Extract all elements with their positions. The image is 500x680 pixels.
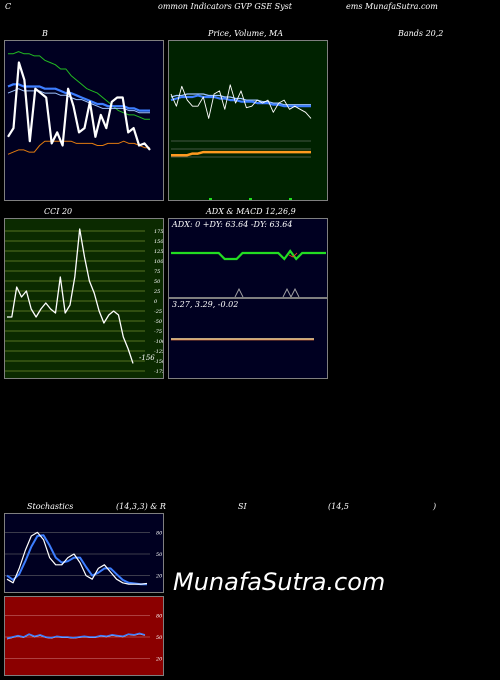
- rsi-tick-0: 80: [156, 613, 163, 619]
- cci-tick-2: 125: [154, 249, 164, 255]
- cci-tick-11: -100: [154, 339, 164, 345]
- stoch-label-b: (14,3,3) & R: [116, 502, 166, 511]
- cci-tick-4: 75: [154, 269, 160, 275]
- stoch-label-c: SI: [238, 502, 247, 511]
- bands-line-lower: [7, 140, 150, 155]
- cci-value-label: -156: [139, 354, 155, 362]
- bands-line-price: [7, 61, 151, 151]
- cci-tick-13: -150: [154, 359, 164, 365]
- cci-tick-1: 150: [154, 239, 164, 245]
- price-line-volume-ma: [171, 150, 311, 157]
- cci-tick-0: 175: [154, 229, 164, 235]
- cci-tick-9: -50: [154, 319, 163, 325]
- bands-line-mid-a: [7, 83, 150, 112]
- rsi-line: [6, 632, 146, 640]
- stoch-chart: 80 50 20: [5, 530, 163, 586]
- adx-line-hump-0: [234, 287, 244, 297]
- cci-series-group: [7, 228, 134, 364]
- volume-bar-0: [209, 198, 212, 200]
- price-label: Price, Volume, MA: [208, 29, 284, 38]
- cci-panel: 175 150 125 100 75 50 25 0 -25 -50 -75 -100 -125 -150…: [4, 218, 164, 379]
- stoch-tick-2: 20: [155, 574, 163, 580]
- stoch-tick-0: 80: [156, 530, 163, 536]
- bollinger-series-group: [7, 51, 151, 155]
- rsi-panel: 80 50 20: [4, 596, 164, 676]
- stoch-line-pct-K: [6, 531, 148, 585]
- bands-label-left: B: [42, 29, 48, 38]
- cci-line: [7, 228, 134, 364]
- adx-line-hump-2: [290, 287, 300, 297]
- watermark: MunafaSutra.com: [173, 568, 386, 596]
- cci-tick-8: -25: [154, 309, 162, 315]
- adx-panel: ADX: 0 +DY: 63.64 -DY: 63.64: [168, 218, 328, 298]
- stoch-panel: 80 50 20: [4, 513, 164, 593]
- price-series-group: [170, 84, 312, 200]
- bollinger-chart: [7, 51, 151, 155]
- volume-bar-2: [289, 198, 292, 200]
- macd-chart: [171, 338, 314, 341]
- rsi-series-group: [6, 632, 146, 640]
- rsi-chart: 80 50 20: [5, 613, 163, 663]
- price-chart: [170, 84, 312, 200]
- bollinger-panel: [4, 40, 164, 201]
- cci-grid: 175 150 125 100 75 50 25 0 -25 -50 -75 -100 -125 -150…: [5, 229, 164, 375]
- adx-series-group: [171, 249, 326, 297]
- cci-tick-5: 50: [154, 279, 161, 285]
- header-left: C: [5, 2, 12, 11]
- price-line-price: [170, 84, 312, 119]
- price-panel: [168, 40, 328, 201]
- price-line-ma-upper: [170, 93, 311, 106]
- stoch-tick-1: 50: [156, 552, 163, 558]
- header-right: ems MunafaSutra.com: [346, 2, 438, 11]
- stoch-label-e: ): [433, 502, 437, 511]
- cci-tick-10: -75: [154, 329, 162, 335]
- cci-chart: 175 150 125 100 75 50 25 0 -25 -50 -75 -100 -125 -150…: [5, 228, 164, 375]
- stoch-label-d: (14,5: [328, 502, 349, 511]
- adx-line-dy: [171, 249, 326, 261]
- cci-tick-7: 0: [154, 299, 158, 305]
- rsi-tick-1: 50: [156, 635, 163, 641]
- cci-tick-3: 100: [154, 259, 164, 265]
- bands-label-right: Bands 20,2: [398, 29, 444, 38]
- cci-label: CCI 20: [44, 207, 73, 216]
- bands-line-mid-b: [7, 88, 150, 114]
- adx-line-hump-1: [282, 287, 292, 297]
- rsi-grid: 80 50 20: [5, 613, 163, 663]
- cci-tick-6: 25: [153, 289, 160, 295]
- stoch-series-group: [6, 531, 148, 586]
- adx-chart: [171, 249, 326, 297]
- macd-series-group: [171, 338, 314, 341]
- adx-values: ADX: 0 +DY: 63.64 -DY: 63.64: [172, 220, 293, 229]
- macd-panel: 3.27, 3.29, -0.02: [168, 298, 328, 379]
- rsi-tick-2: 20: [155, 657, 163, 663]
- cci-tick-14: -175: [154, 369, 164, 375]
- stoch-label-a: Stochastics: [27, 502, 74, 511]
- volume-bar-1: [249, 198, 252, 200]
- adx-line-minus-dy: [288, 252, 298, 258]
- adx-macd-label: ADX & MACD 12,26,9: [206, 207, 296, 216]
- macd-values: 3.27, 3.29, -0.02: [172, 300, 239, 309]
- header-center: ommon Indicators GVP GSE Syst: [158, 2, 292, 11]
- cci-tick-12: -125: [154, 349, 164, 355]
